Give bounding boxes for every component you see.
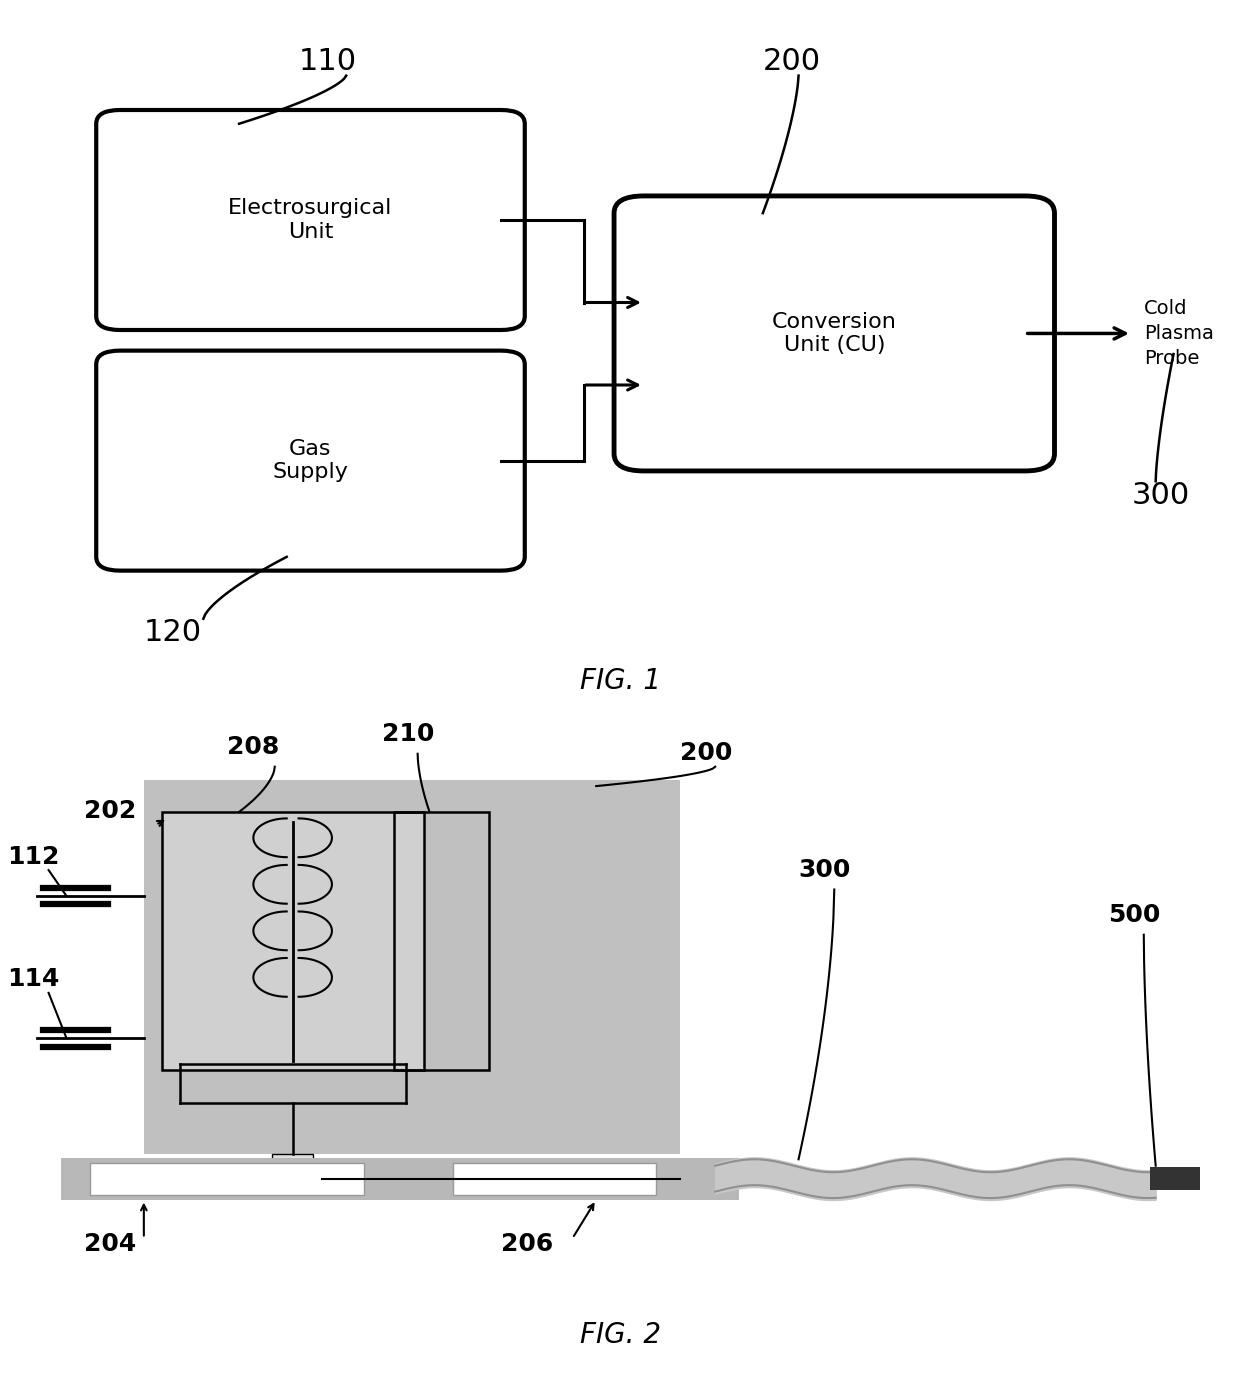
Text: 114: 114 [7, 968, 60, 991]
Bar [161, 811, 424, 1070]
Bar [394, 811, 489, 1070]
Text: 200: 200 [763, 47, 821, 77]
Text: Conversion
Unit (CU): Conversion Unit (CU) [771, 312, 897, 355]
Bar [61, 1158, 739, 1199]
FancyBboxPatch shape [97, 351, 525, 571]
Text: 210: 210 [382, 722, 434, 745]
Text: FIG. 1: FIG. 1 [579, 667, 661, 694]
Bar [272, 1155, 314, 1174]
Bar [1149, 1167, 1200, 1191]
FancyBboxPatch shape [614, 197, 1054, 470]
Text: 120: 120 [144, 617, 202, 648]
Bar [454, 1163, 656, 1195]
Text: 200: 200 [680, 741, 732, 766]
Text: 206: 206 [501, 1232, 553, 1257]
Bar [91, 1163, 365, 1195]
Text: Gas
Supply: Gas Supply [273, 439, 348, 483]
Text: 500: 500 [1109, 903, 1161, 927]
Text: FIG. 2: FIG. 2 [579, 1321, 661, 1349]
Text: 208: 208 [227, 734, 279, 759]
Text: Cold
Plasma
Probe: Cold Plasma Probe [1143, 298, 1214, 368]
Text: 204: 204 [84, 1232, 136, 1257]
Bar [144, 780, 680, 1155]
Text: 112: 112 [7, 844, 60, 869]
FancyBboxPatch shape [97, 110, 525, 330]
Text: 202: 202 [84, 799, 136, 824]
Text: 300: 300 [1132, 480, 1190, 510]
Text: Electrosurgical
Unit: Electrosurgical Unit [228, 198, 393, 242]
Text: 300: 300 [799, 858, 851, 881]
Text: 110: 110 [299, 47, 357, 77]
